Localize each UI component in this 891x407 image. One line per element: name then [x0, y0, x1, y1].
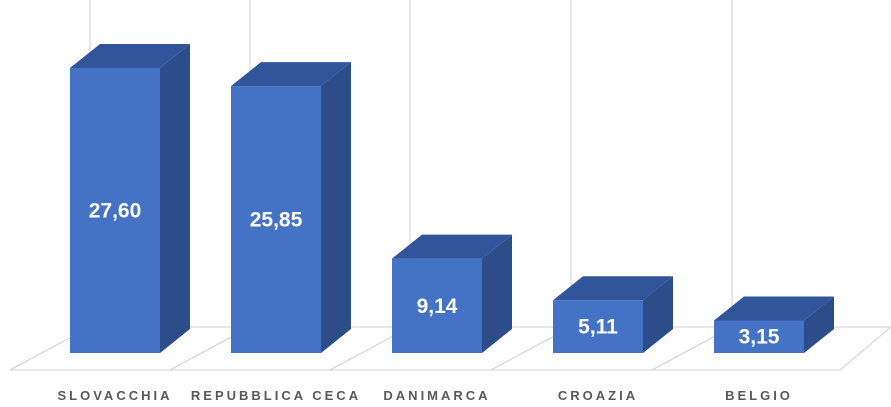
bar-top	[714, 296, 834, 321]
bar-top	[231, 62, 351, 87]
bar-side	[482, 234, 512, 353]
floor-front	[10, 326, 891, 371]
bar-side	[643, 276, 673, 353]
x-tick-label: SLOVACCHIA	[58, 388, 173, 403]
x-tick-label: CROAZIA	[558, 388, 638, 403]
x-tick-label: BELGIO	[725, 388, 793, 403]
bar-top	[553, 276, 673, 301]
bar	[553, 300, 643, 353]
x-tick-label: REPUBBLICA CECA	[191, 388, 361, 403]
bar	[70, 68, 160, 353]
bar	[231, 86, 321, 354]
data-label: 25,85	[250, 209, 303, 232]
x-tick-label: DANIMARCA	[383, 388, 490, 403]
data-label: 5,11	[578, 316, 618, 339]
bar	[714, 320, 804, 353]
bar-side	[160, 44, 190, 353]
bar-top	[70, 44, 190, 68]
data-label: 9,14	[417, 295, 458, 318]
data-label: 27,60	[89, 200, 142, 223]
data-label: 3,15	[739, 326, 780, 349]
bar-side	[321, 62, 351, 354]
bar	[392, 258, 482, 353]
bar-top	[392, 234, 512, 259]
bar-side	[804, 296, 834, 353]
